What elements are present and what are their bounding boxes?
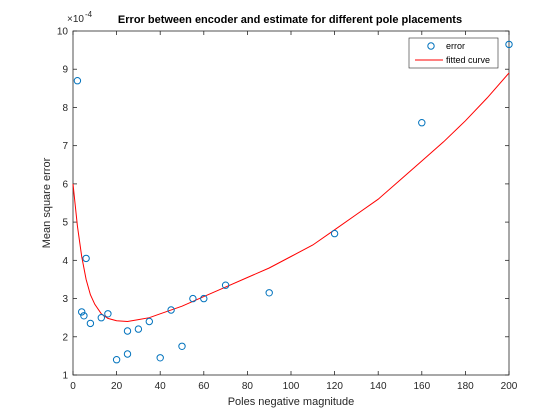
x-tick-label: 160 — [413, 381, 430, 392]
x-tick-label: 80 — [242, 381, 254, 392]
x-tick-label: 20 — [111, 381, 123, 392]
x-tick-label: 120 — [326, 381, 343, 392]
y-exponent-base: ×10 — [67, 14, 84, 25]
error-point — [112, 356, 121, 364]
error-point — [505, 40, 513, 49]
error-point — [156, 354, 164, 362]
y-axis-ticks: 1 2 3 4 5 6 7 8 9 10 — [57, 27, 509, 382]
x-axis-label: Poles negative magnitude — [228, 396, 355, 408]
y-tick-label: 5 — [62, 218, 68, 229]
error-point — [123, 327, 132, 335]
x-tick-label: 100 — [283, 381, 300, 392]
x-tick-label: 40 — [155, 381, 167, 392]
y-exponent-label: ×10 -4 — [67, 10, 93, 25]
y-tick-label: 9 — [62, 65, 68, 76]
x-tick-label: 0 — [70, 381, 76, 392]
y-tick-label: 3 — [62, 294, 68, 305]
x-axis-ticks: 0 20 40 60 80 100 120 140 160 180 200 — [70, 31, 518, 392]
y-tick-label: 6 — [62, 179, 68, 190]
error-point — [221, 281, 230, 289]
error-point — [200, 294, 208, 303]
y-tick-label: 1 — [62, 371, 68, 382]
error-point — [80, 312, 88, 320]
error-point — [123, 350, 132, 358]
fitted-curve-line — [72, 72, 510, 323]
legend-marker-icon — [427, 42, 435, 50]
chart-title: Error between encoder and estimate for d… — [118, 14, 462, 26]
error-point — [330, 229, 339, 238]
legend-error-label: error — [446, 41, 465, 51]
error-point — [97, 314, 106, 322]
x-tick-label: 180 — [457, 381, 474, 392]
error-point — [418, 119, 426, 127]
error-point — [86, 319, 95, 328]
error-point — [178, 342, 186, 350]
y-tick-label: 4 — [62, 256, 68, 267]
error-point — [265, 289, 273, 297]
legend-curve-label: fitted curve — [446, 55, 490, 65]
error-point — [145, 317, 154, 326]
x-tick-label: 60 — [198, 381, 210, 392]
error-point — [134, 325, 143, 333]
error-point — [73, 77, 82, 85]
legend: error fitted curve — [408, 37, 499, 69]
y-tick-label: 8 — [62, 103, 68, 114]
error-point — [82, 254, 90, 263]
y-axis-label: Mean square error — [41, 157, 53, 248]
fitted-curve-layer — [72, 72, 510, 323]
error-point — [167, 306, 175, 314]
y-exponent-power: -4 — [85, 10, 93, 19]
y-tick-label: 2 — [62, 332, 68, 343]
error-point — [189, 294, 197, 303]
x-tick-label: 200 — [501, 381, 518, 392]
x-tick-label: 140 — [370, 381, 387, 392]
y-tick-label: 10 — [57, 27, 69, 38]
y-tick-label: 7 — [62, 141, 68, 152]
error-point — [78, 308, 86, 316]
error-markers-layer — [73, 40, 513, 364]
legend-box — [408, 37, 499, 69]
plot-area — [72, 30, 510, 376]
error-point — [104, 310, 112, 318]
